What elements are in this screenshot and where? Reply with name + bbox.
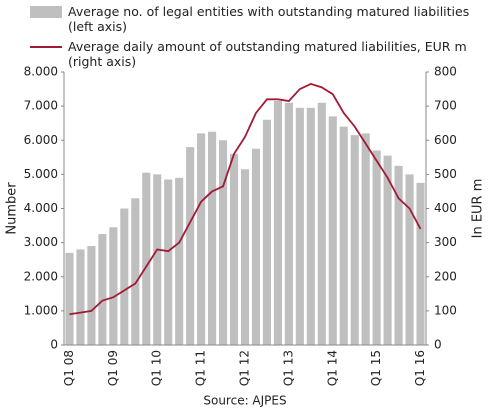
- bar: [109, 227, 118, 345]
- bar: [262, 119, 271, 346]
- y2-tick-label: 0: [434, 338, 442, 352]
- bar: [383, 155, 392, 345]
- bar: [306, 107, 315, 345]
- x-tick-label: Q1 09: [106, 350, 120, 386]
- bar: [339, 126, 348, 345]
- bar: [164, 179, 173, 345]
- legend-label: Average daily amount of outstanding matu…: [68, 39, 467, 69]
- bar: [76, 249, 85, 345]
- bar: [87, 246, 96, 345]
- y2-tick-label: 500: [434, 167, 457, 181]
- y2-tick-label: 100: [434, 303, 457, 317]
- bar: [131, 198, 140, 345]
- y-tick-label: 5.000: [24, 167, 58, 181]
- y-tick-label: 6.000: [24, 133, 58, 147]
- y-tick-label: 8.000: [24, 65, 58, 79]
- bar: [394, 165, 403, 345]
- bar: [98, 234, 107, 345]
- y2-tick-label: 700: [434, 99, 457, 113]
- y-tick-label: 2.000: [24, 269, 58, 283]
- bar: [120, 208, 129, 345]
- y2-tick-label: 600: [434, 133, 457, 147]
- bar: [405, 174, 414, 345]
- x-tick-label: Q1 16: [413, 350, 427, 386]
- bar: [229, 153, 239, 345]
- y-axis-label: Number: [5, 182, 20, 235]
- x-tick-label: Q1 11: [194, 350, 208, 386]
- y2-tick-label: 300: [434, 235, 457, 249]
- y-tick-label: 3.000: [24, 235, 58, 249]
- bar: [416, 182, 425, 345]
- bar: [175, 177, 184, 345]
- bar: [295, 107, 304, 345]
- x-tick-label: Q1 12: [238, 350, 252, 386]
- x-tick-label: Q1 15: [369, 350, 383, 386]
- x-tick-label: Q1 13: [281, 350, 295, 386]
- bar: [142, 172, 151, 345]
- y-tick-label: 0: [50, 338, 58, 352]
- y2-tick-label: 200: [434, 269, 457, 283]
- bar: [350, 135, 359, 345]
- y-tick-label: 1.000: [24, 303, 58, 317]
- y2-tick-label: 400: [434, 201, 457, 215]
- y2-tick-label: 800: [434, 65, 457, 79]
- x-tick-label: Q1 08: [62, 350, 76, 386]
- bar: [65, 252, 74, 345]
- bar: [197, 133, 206, 345]
- bar: [240, 169, 250, 345]
- bar: [273, 101, 282, 345]
- source: Source: AJPES: [203, 394, 286, 408]
- bar: [153, 174, 162, 345]
- bar: [372, 150, 381, 345]
- x-tick-label: Q1 14: [325, 350, 339, 386]
- bar: [219, 140, 228, 345]
- bar: [251, 148, 261, 345]
- y2-axis-label: In EUR m: [471, 179, 486, 239]
- bar: [317, 102, 326, 346]
- bar: [361, 133, 370, 345]
- y-tick-label: 4.000: [24, 201, 58, 215]
- legend-label: Average no. of legal entities with outst…: [68, 4, 469, 34]
- x-tick-label: Q1 10: [150, 350, 164, 386]
- y-tick-label: 7.000: [24, 99, 58, 113]
- legend-swatch: [30, 6, 62, 18]
- bar: [328, 116, 337, 345]
- line: [69, 82, 422, 316]
- bar: [186, 147, 195, 345]
- bar: [208, 131, 217, 345]
- bar: [284, 102, 293, 346]
